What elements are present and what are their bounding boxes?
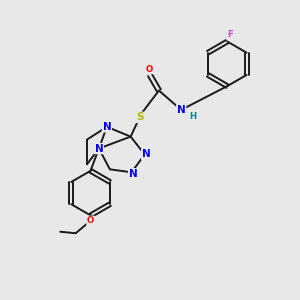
Text: N: N: [94, 143, 103, 154]
Text: N: N: [129, 169, 137, 179]
Text: S: S: [136, 112, 143, 122]
Text: H: H: [189, 112, 196, 121]
Text: O: O: [146, 65, 153, 74]
Text: N: N: [142, 149, 151, 160]
Text: N: N: [177, 105, 186, 115]
Text: O: O: [87, 216, 94, 225]
Text: F: F: [227, 31, 233, 40]
Text: N: N: [103, 122, 111, 132]
